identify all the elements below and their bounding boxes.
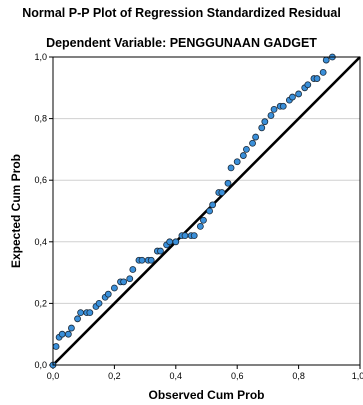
y-tick-label: 0,2 bbox=[34, 298, 47, 308]
data-point bbox=[206, 207, 213, 215]
data-point bbox=[181, 232, 189, 240]
data-point bbox=[190, 232, 198, 240]
data-point bbox=[126, 275, 134, 283]
data-point bbox=[196, 222, 204, 230]
data-point bbox=[138, 256, 146, 264]
y-tick-label: 0,0 bbox=[34, 360, 47, 370]
data-point bbox=[95, 299, 103, 307]
data-point bbox=[52, 343, 60, 350]
plot-frame bbox=[52, 56, 361, 366]
x-axis-label: Observed Cum Prob bbox=[148, 388, 264, 402]
data-point bbox=[74, 315, 81, 323]
y-tick-label: 0,6 bbox=[34, 175, 47, 185]
data-point bbox=[64, 330, 72, 338]
y-tick-label: 0,8 bbox=[34, 114, 47, 124]
gridlines bbox=[53, 118, 360, 304]
x-tick-label: 1,0 bbox=[352, 371, 363, 381]
data-point bbox=[295, 90, 303, 98]
data-point bbox=[68, 324, 75, 332]
data-point bbox=[304, 81, 312, 89]
x-tick-label: 0,2 bbox=[108, 371, 121, 381]
x-tick-label: 0,8 bbox=[292, 371, 305, 381]
data-point bbox=[249, 139, 256, 147]
data-point bbox=[104, 290, 112, 298]
data-point bbox=[218, 189, 226, 196]
y-tick-label: 0,4 bbox=[34, 237, 47, 247]
data-point bbox=[322, 56, 330, 64]
y-axis-label: Expected Cum Prob bbox=[9, 154, 23, 268]
data-point bbox=[157, 247, 164, 255]
data-point bbox=[252, 133, 260, 141]
data-point bbox=[261, 118, 269, 126]
y-tick-label: 1,0 bbox=[34, 52, 47, 62]
data-point bbox=[227, 164, 235, 172]
chart-title: Normal P-P Plot of Regression Standardiz… bbox=[22, 6, 341, 20]
data-point bbox=[172, 238, 180, 246]
data-point bbox=[129, 266, 137, 273]
data-point bbox=[120, 278, 128, 286]
data-point bbox=[279, 102, 287, 110]
y-axis-ticks: 0,0 0,2 0,4 0,6 0,8 1,0 bbox=[34, 52, 53, 370]
x-axis-ticks: 0,0 0,2 0,4 0,6 0,8 1,0 bbox=[47, 365, 363, 381]
data-point bbox=[200, 216, 207, 224]
data-point bbox=[289, 93, 296, 101]
x-tick-label: 0,0 bbox=[47, 371, 60, 381]
data-point bbox=[58, 330, 66, 338]
data-point bbox=[319, 69, 327, 76]
data-point bbox=[313, 75, 321, 82]
data-point bbox=[243, 145, 250, 153]
data-point bbox=[147, 256, 155, 264]
data-point bbox=[86, 309, 94, 317]
data-point bbox=[270, 105, 278, 113]
data-point bbox=[209, 201, 217, 209]
data-point bbox=[111, 284, 118, 292]
data-point bbox=[77, 309, 85, 317]
x-tick-label: 0,4 bbox=[170, 371, 183, 381]
chart-subtitle: Dependent Variable: PENGGUNAAN GADGET bbox=[46, 36, 317, 50]
data-point bbox=[224, 179, 232, 187]
data-point bbox=[267, 112, 275, 119]
data-point bbox=[233, 158, 241, 166]
x-tick-label: 0,6 bbox=[231, 371, 244, 381]
data-point bbox=[258, 124, 266, 132]
data-point bbox=[166, 238, 174, 246]
data-point bbox=[239, 152, 247, 159]
data-points bbox=[49, 53, 336, 369]
